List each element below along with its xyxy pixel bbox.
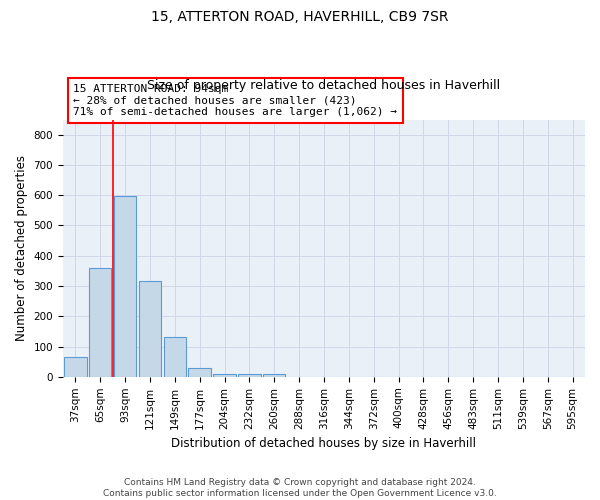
- Text: 15, ATTERTON ROAD, HAVERHILL, CB9 7SR: 15, ATTERTON ROAD, HAVERHILL, CB9 7SR: [151, 10, 449, 24]
- Bar: [214, 374, 236, 377]
- Title: Size of property relative to detached houses in Haverhill: Size of property relative to detached ho…: [148, 79, 500, 92]
- Bar: [64, 357, 86, 377]
- Y-axis label: Number of detached properties: Number of detached properties: [15, 155, 28, 341]
- Bar: [114, 196, 136, 377]
- Bar: [164, 338, 186, 377]
- Bar: [263, 374, 286, 377]
- Bar: [238, 374, 260, 377]
- Bar: [89, 268, 112, 377]
- X-axis label: Distribution of detached houses by size in Haverhill: Distribution of detached houses by size …: [172, 437, 476, 450]
- Text: 15 ATTERTON ROAD: 94sqm
← 28% of detached houses are smaller (423)
71% of semi-d: 15 ATTERTON ROAD: 94sqm ← 28% of detache…: [73, 84, 397, 117]
- Bar: [139, 280, 161, 377]
- Text: Contains HM Land Registry data © Crown copyright and database right 2024.
Contai: Contains HM Land Registry data © Crown c…: [103, 478, 497, 498]
- Bar: [188, 368, 211, 377]
